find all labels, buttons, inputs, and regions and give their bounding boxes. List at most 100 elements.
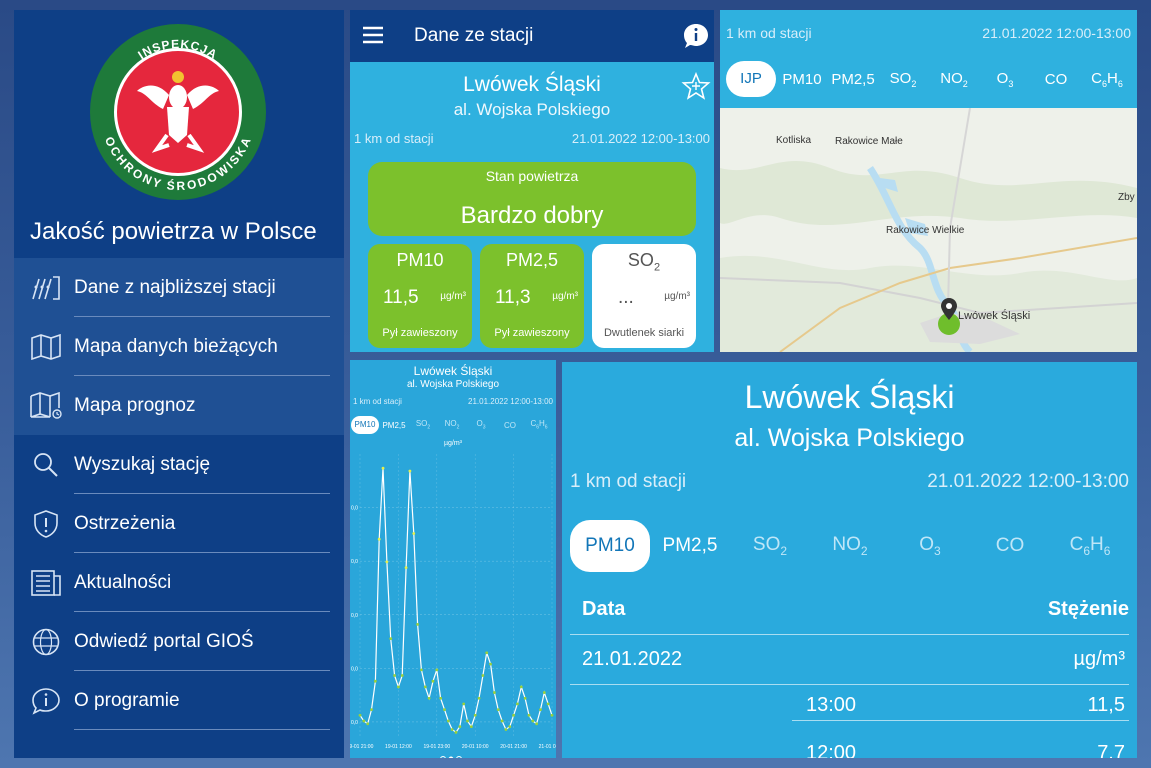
air-quality-card[interactable]: Stan powietrza Bardzo dobry — [368, 162, 696, 236]
tab-o3[interactable]: O3 — [476, 419, 486, 431]
tab-c6h6[interactable]: C6H6 — [1069, 534, 1111, 558]
menu-item-visit-portal[interactable]: Odwiedź portal GIOŚ — [14, 612, 344, 671]
tab-so2[interactable]: SO2 — [415, 419, 431, 431]
tab-no2[interactable]: NO2 — [940, 69, 968, 89]
data-point — [466, 719, 469, 723]
favorite-star-icon[interactable] — [681, 71, 711, 105]
tab-pm25[interactable]: PM2,5 — [382, 420, 406, 430]
map-view[interactable]: Kotliska Rakowice Małe Rakowice Wielkie … — [720, 107, 1137, 352]
tab-c6h6[interactable]: C6H6 — [1091, 69, 1123, 89]
map-icon — [28, 332, 64, 362]
tab-no2[interactable]: NO2 — [444, 419, 460, 431]
eagle-icon — [137, 71, 219, 153]
menu-item-current-map[interactable]: Mapa danych bieżących — [14, 317, 344, 376]
data-point — [370, 708, 373, 711]
pm10-line-chart[interactable]: 0,0 0,0 0,0 0,0 0,0 19-01 21:00 19-01 12:00 19-… — [350, 448, 556, 754]
page-indicator — [350, 750, 556, 758]
data-point — [546, 702, 550, 706]
menu-label: Mapa prognoz — [74, 394, 196, 416]
menu-item-about[interactable]: O programie — [14, 671, 344, 730]
tab-pm25[interactable]: PM2,5 — [831, 70, 875, 88]
distance-text: 1 km od stacji — [353, 397, 402, 406]
info-bubble-icon[interactable] — [683, 23, 709, 54]
tab-o3[interactable]: O3 — [919, 534, 941, 558]
station-marker-icon[interactable] — [936, 296, 962, 341]
time-cell: 13:00 — [806, 694, 857, 716]
menu-item-news[interactable]: Aktualności — [14, 553, 344, 612]
app-title: Jakość powietrza w Polsce — [30, 218, 317, 245]
search-icon — [28, 450, 64, 480]
data-point — [535, 722, 539, 726]
logo-red-disc — [114, 48, 242, 176]
menu-item-warnings[interactable]: Ostrzeżenia — [14, 494, 344, 553]
distance-text: 1 km od stacji — [570, 471, 687, 492]
data-point — [454, 730, 458, 734]
menu-label: Odwiedź portal GIOŚ — [74, 630, 254, 652]
menu-item-nearest-station[interactable]: Dane z najbliższej stacji — [14, 258, 344, 317]
data-point — [516, 702, 519, 706]
tab-pm10[interactable]: PM10 — [570, 520, 650, 572]
map-label-kotliska: Kotliska — [776, 135, 811, 146]
data-point — [550, 713, 554, 717]
pollutant-name: PM10 — [396, 250, 444, 270]
globe-www-icon — [28, 627, 64, 657]
pollutant-desc: Pył zawieszony — [382, 327, 458, 339]
tab-so2[interactable]: SO2 — [752, 534, 788, 558]
menu-label: O programie — [74, 689, 180, 711]
data-point — [485, 651, 489, 655]
data-point — [512, 713, 515, 717]
tab-pm10[interactable]: PM10 — [351, 416, 379, 434]
gios-logo: INSPEKCJA OCHRONY ŚRODOWISKA — [90, 24, 266, 200]
data-point — [523, 696, 527, 700]
air-quality-value: Bardzo dobry — [460, 202, 604, 229]
tab-pm25[interactable]: PM2,5 — [662, 535, 718, 556]
data-point — [481, 674, 485, 677]
pollutant-tabs: PM10 PM2,5 SO2 NO2 O3 CO C6H6 — [350, 416, 556, 434]
warning-shield-icon — [28, 509, 64, 539]
data-point — [473, 713, 477, 717]
svg-text:OCHRONY ŚRODOWISKA: OCHRONY ŚRODOWISKA — [102, 135, 254, 194]
data-point — [381, 466, 385, 470]
tab-o3[interactable]: O3 — [996, 69, 1014, 89]
data-point — [462, 702, 466, 706]
pollutant-card-pm10[interactable]: PM10 11,5 µg/m³ Pył zawieszony — [368, 244, 472, 348]
data-point — [416, 623, 419, 626]
x-tick-label: 19-01 12:00 — [385, 744, 412, 750]
station-name: Lwówek Śląski — [413, 364, 493, 378]
hamburger-menu-icon[interactable] — [362, 26, 384, 44]
tab-co[interactable]: CO — [995, 535, 1025, 556]
logo-top-text: INSPEKCJA — [135, 37, 219, 62]
chart-unit: µg/m³ — [443, 440, 463, 447]
data-point — [539, 708, 542, 711]
data-point — [358, 713, 362, 717]
data-point — [435, 668, 439, 672]
tab-no2[interactable]: NO2 — [832, 534, 868, 558]
x-tick-label: 20-01 21:00 — [500, 744, 527, 750]
data-point — [519, 685, 523, 689]
tab-co[interactable]: CO — [1044, 70, 1068, 88]
data-point — [397, 685, 400, 689]
navigation-drawer: INSPEKCJA OCHRONY ŚRODOWISKA Jakość powi… — [14, 10, 344, 758]
menu-label: Mapa danych bieżących — [74, 335, 278, 357]
x-tick-label: 19-01 21:00 — [350, 744, 374, 750]
forecast-map-icon — [28, 391, 64, 421]
tab-ijp[interactable]: IJP — [726, 61, 776, 97]
pollutant-unit: µg/m³ — [664, 291, 690, 302]
data-point — [431, 679, 435, 683]
pollutant-desc: Dwutlenek siarki — [603, 327, 685, 339]
tab-c6h6[interactable]: C6H6 — [530, 419, 548, 431]
info-icon — [28, 686, 64, 716]
tab-so2[interactable]: SO2 — [889, 69, 917, 89]
data-point — [385, 560, 389, 564]
pollutant-tabs: IJP PM10 PM2,5 SO2 NO2 O3 CO C6H6 — [720, 60, 1137, 98]
pollutant-name: PM2,5 — [505, 250, 559, 270]
app-bar-title: Dane ze stacji — [414, 25, 534, 46]
tab-pm10[interactable]: PM10 — [782, 70, 822, 88]
menu-item-forecast-map[interactable]: Mapa prognoz — [14, 376, 344, 435]
pollutant-card-pm25[interactable]: PM2,5 11,3 µg/m³ Pył zawieszony — [480, 244, 584, 348]
tab-co[interactable]: CO — [504, 420, 516, 430]
pollutant-card-so2[interactable]: SO2 ... µg/m³ Dwutlenek siarki — [592, 244, 696, 348]
station-data-icon — [28, 273, 64, 303]
station-data-screen: Dane ze stacji Lwówek Śląski al. Wojska … — [350, 10, 714, 352]
menu-item-search-station[interactable]: Wyszukaj stację — [14, 435, 344, 494]
